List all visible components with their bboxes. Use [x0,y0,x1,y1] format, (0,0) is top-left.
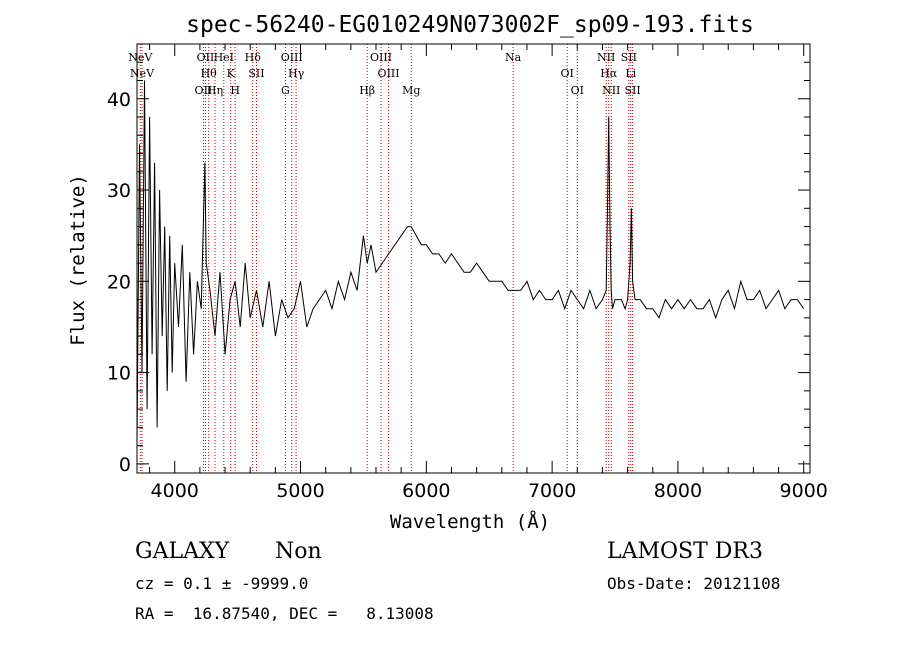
emission-line-label: H [230,84,240,97]
plot-frame [136,43,811,474]
redshift-cz: cz = 0.1 ± -9999.0 [135,574,309,593]
emission-line-label: Li [625,67,636,80]
emission-line-label: OIII [370,51,392,64]
x-tick-label: 7000 [528,480,576,502]
y-tick-label: 30 [107,180,131,202]
emission-line-label: Hη [207,84,223,97]
emission-line-label: K [227,67,236,80]
emission-line-label: OIII [378,67,400,80]
y-tick-label: 10 [107,363,131,385]
y-tick-label: 40 [107,89,131,111]
emission-line-label: HeI [214,51,234,64]
emission-line-label: Hβ [359,84,375,97]
emission-line-labels: NeVNeVOIIOIIHθHηHeIKHHδSIIGOIIIHγHβOIIIO… [128,51,641,97]
emission-line-label: SII [625,84,641,97]
chart-title: spec-56240-EG010249N073002F_sp09-193.fit… [186,12,754,38]
object-subclass: Non [275,539,322,564]
emission-lines [139,44,634,473]
spectrum-series-line [136,80,805,446]
emission-line-label: Mg [402,84,420,97]
emission-line-label: OI [571,84,584,97]
emission-line-label: NII [597,51,615,64]
emission-line-label: NeV [128,51,153,64]
emission-line-label: SII [248,67,264,80]
x-tick-label: 6000 [402,480,450,502]
y-tick-label: 20 [107,271,131,293]
emission-line-label: SII [621,51,637,64]
axis-ticks: 4000 5000 6000 7000 8000 9000 0 10 20 30 40 [107,44,828,502]
emission-line-label: OII [197,51,215,64]
x-tick-label: 8000 [654,480,702,502]
obs-date: Obs-Date: 20121108 [607,574,781,593]
emission-line-label: Na [505,51,522,64]
emission-line-label: Hγ [288,67,305,80]
x-tick-label: 9000 [780,480,828,502]
emission-line-label: OI [561,67,574,80]
y-tick-label: 0 [119,454,131,476]
emission-line-label: G [281,84,290,97]
object-class: GALAXY [135,539,230,564]
emission-line-label: OII [195,84,213,97]
x-tick-label: 5000 [276,480,324,502]
y-axis-label: Flux (relative) [67,174,89,346]
x-tick-label: 4000 [151,480,199,502]
emission-line-label: NeV [130,67,155,80]
x-axis-label: Wavelength (Å) [390,510,550,533]
emission-line-label: NII [602,84,620,97]
survey-name: LAMOST DR3 [607,539,763,564]
ra-dec: RA = 16.87540, DEC = 8.13008 [135,604,434,623]
emission-line-label: Hα [600,67,618,80]
emission-line-label: Hθ [201,67,218,80]
emission-line-label: OIII [281,51,303,64]
emission-line-label: Hδ [245,51,262,64]
